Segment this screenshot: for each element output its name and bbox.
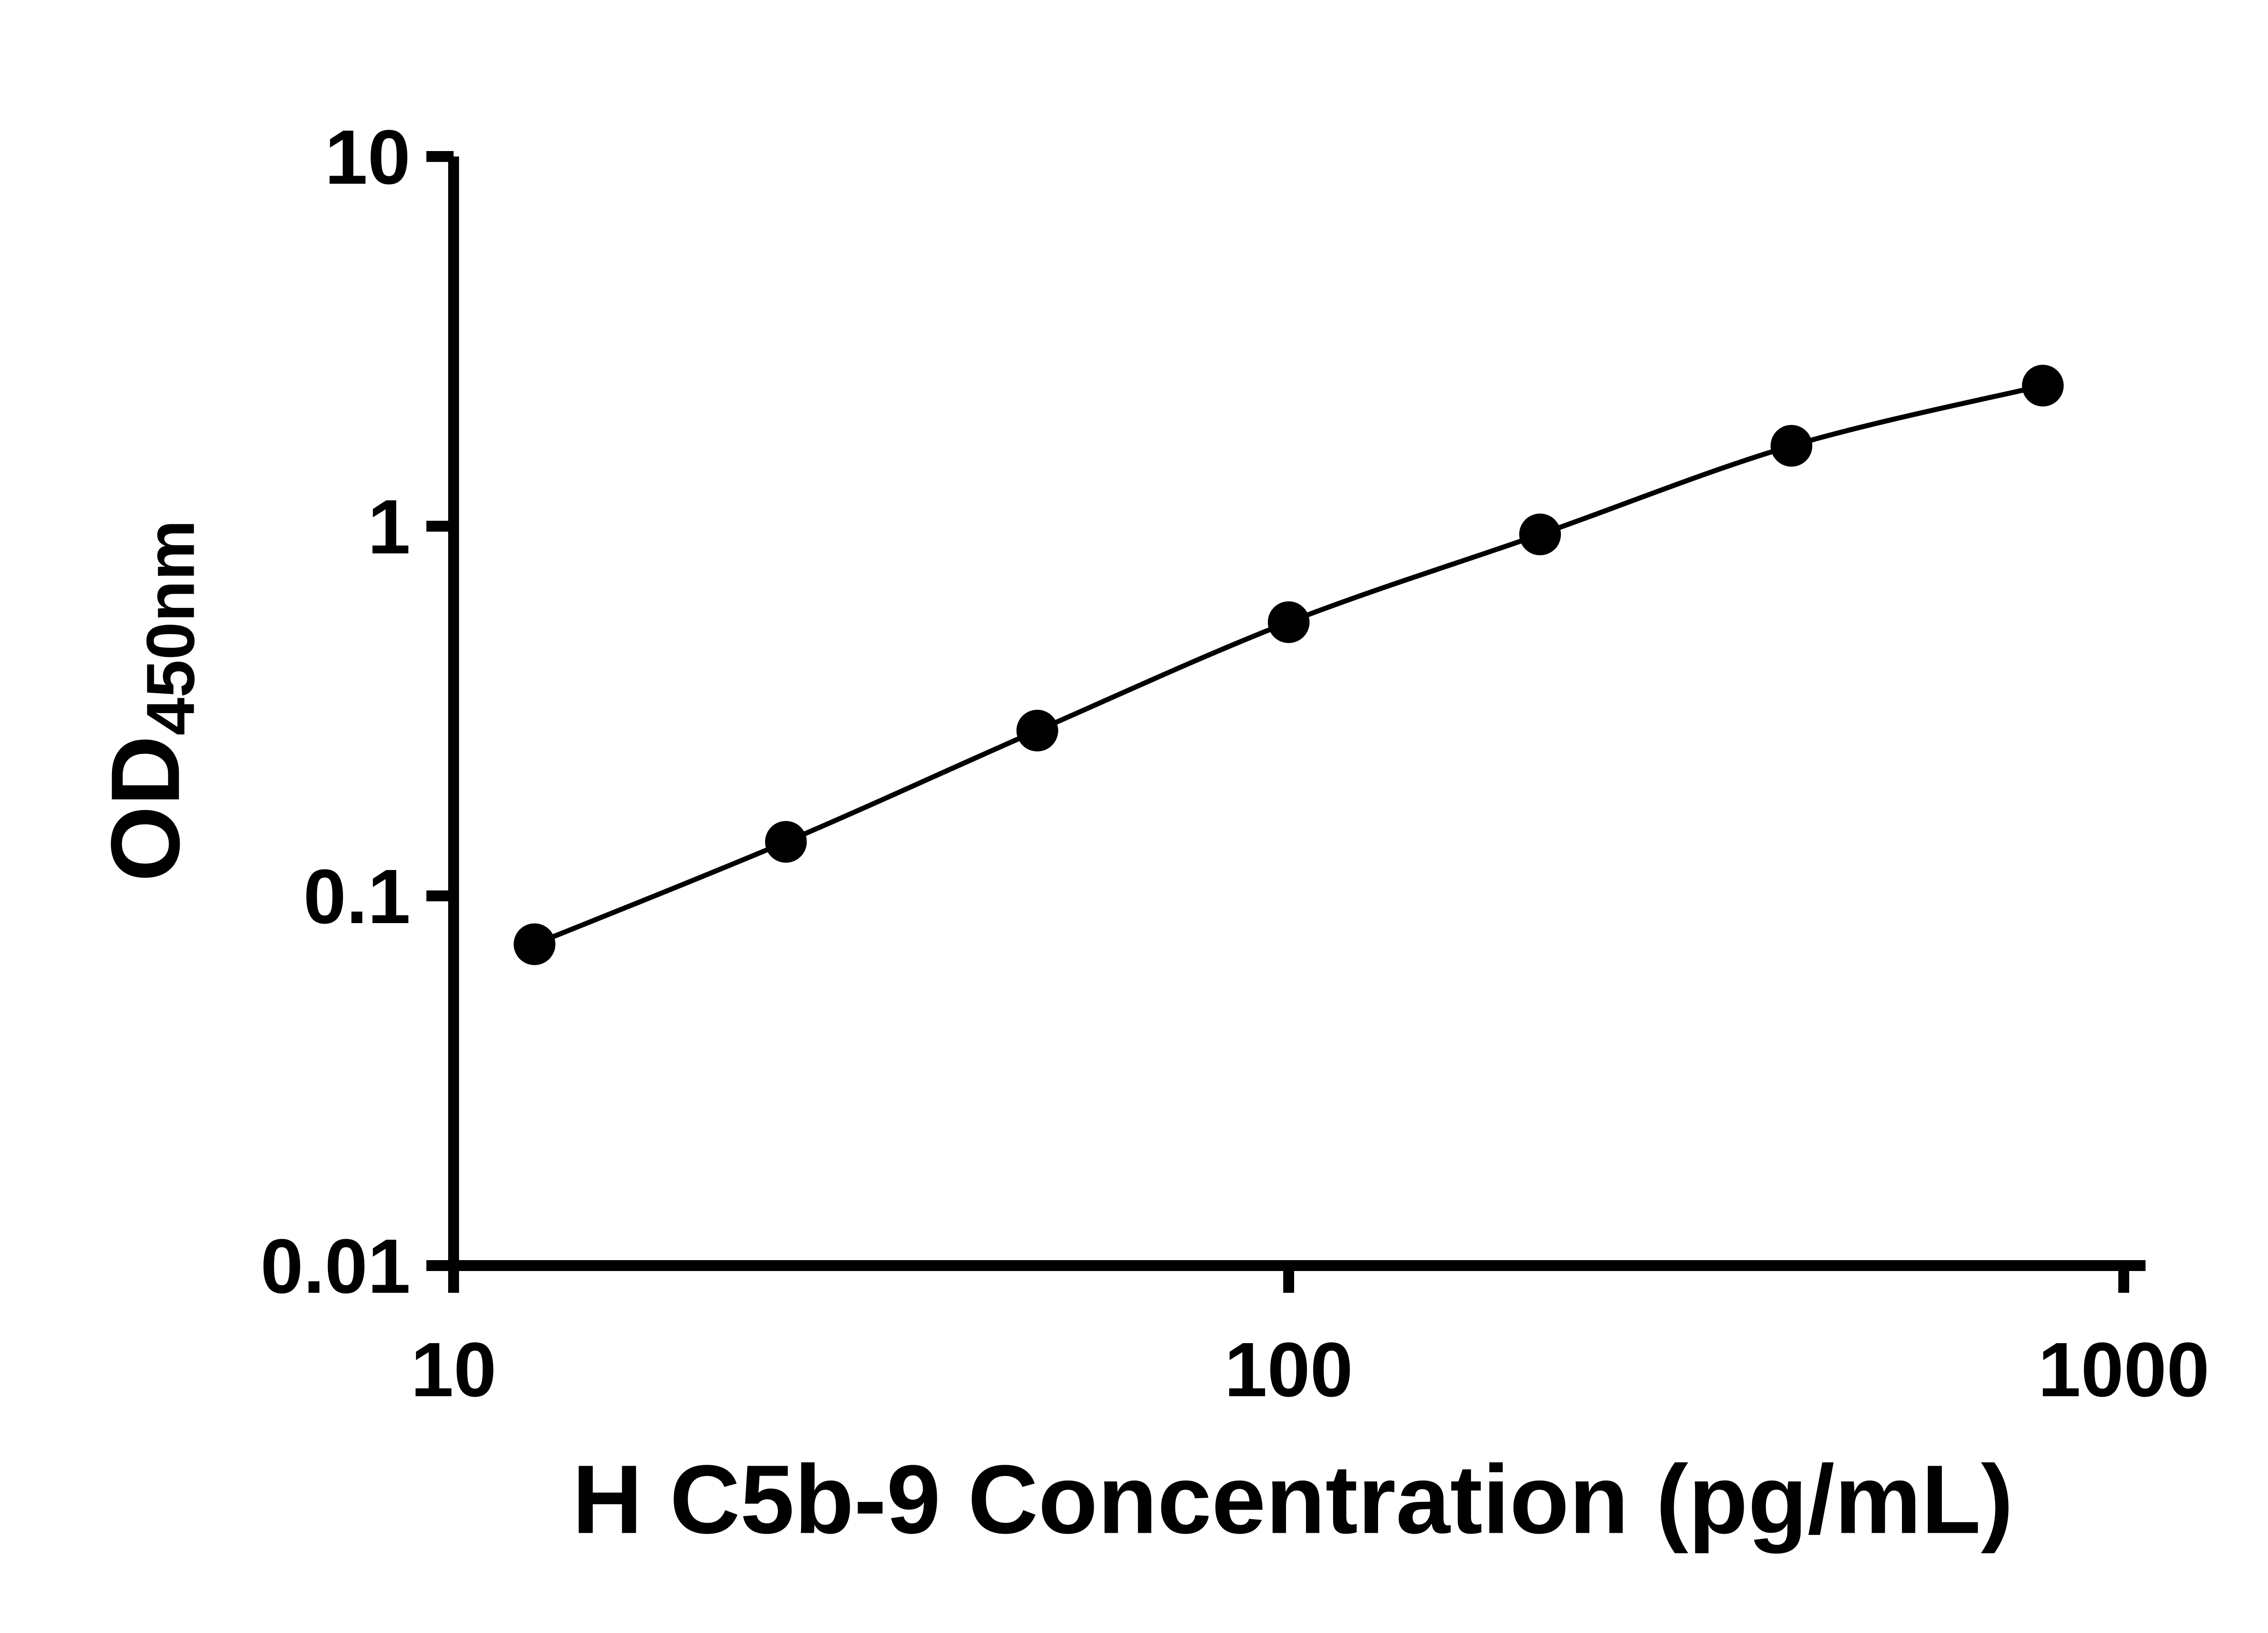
data-point [513,923,556,965]
x-tick-label: 10 [411,1327,496,1413]
data-point [1268,601,1310,643]
data-point [1770,425,1813,467]
y-axis-title-text: OD [90,735,200,882]
x-tick-label: 100 [1224,1327,1353,1413]
data-point [765,821,807,863]
y-tick-label: 0.1 [303,854,411,940]
data-point [1519,513,1561,556]
curve-line [533,383,2043,947]
x-tick-label: 1000 [2038,1327,2209,1413]
x-axis-title: H C5b-9 Concentration (pg/mL) [572,1444,2014,1554]
data-point [1016,709,1058,752]
y-tick-label: 1 [367,484,411,570]
data-point [2022,365,2064,407]
y-axis-title-subscript: 450nm [132,520,209,736]
y-tick-label: 0.01 [260,1223,411,1310]
y-axis-title: OD450nm [91,520,209,882]
y-tick-label: 10 [325,114,411,200]
